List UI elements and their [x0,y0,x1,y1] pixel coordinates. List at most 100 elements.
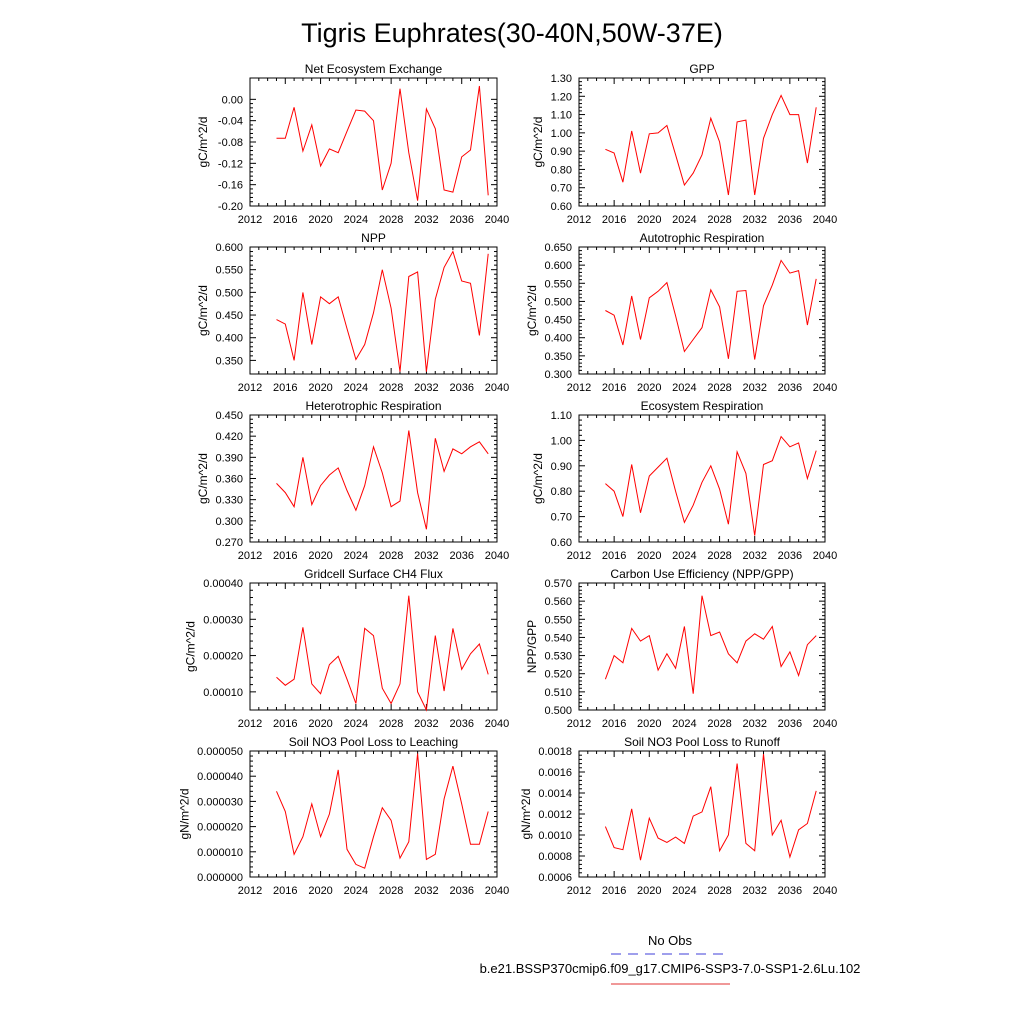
x-tick-label: 2012 [238,214,262,226]
x-tick-label: 2036 [778,550,802,562]
x-tick-label: 2036 [449,718,473,730]
panel-title: Autotrophic Respiration [640,231,765,245]
y-tick-label: 0.000040 [197,771,243,783]
x-tick-label: 2036 [778,885,802,897]
x-tick-label: 2028 [379,382,403,394]
y-tick-label: 0.300 [215,516,243,528]
y-tick-label: 0.0016 [538,767,572,779]
x-tick-label: 2028 [707,550,731,562]
series-line [276,430,489,530]
x-tick-label: 2032 [742,550,766,562]
y-tick-label: 0.550 [544,614,572,626]
y-tick-label: 0.450 [215,310,243,322]
y-tick-label: 0.70 [551,183,572,195]
x-tick-label: 2040 [813,718,837,730]
y-axis-label: gC/m^2/d [531,453,545,504]
y-tick-label: 0.0014 [538,788,572,800]
y-axis-label: gC/m^2/d [196,285,210,336]
x-tick-label: 2028 [707,718,731,730]
x-tick-label: 2012 [567,885,591,897]
legend: No Obs b.e21.BSSP370cmip6.f09_g17.CMIP6-S… [480,933,860,985]
x-tick-label: 2024 [672,382,696,394]
panel-title: Carbon Use Efficiency (NPP/GPP) [610,567,793,581]
x-tick-label: 2024 [344,214,368,226]
x-tick-label: 2012 [567,382,591,394]
panel-title: GPP [689,62,714,76]
y-tick-label: -0.04 [218,116,243,128]
x-tick-label: 2024 [672,718,696,730]
y-tick-label: 0.450 [544,315,572,327]
series-line [604,754,817,861]
x-tick-label: 2036 [449,550,473,562]
x-tick-label: 2016 [602,550,626,562]
x-tick-label: 2016 [273,214,297,226]
y-tick-label: 1.30 [551,73,572,85]
y-tick-label: 0.510 [544,687,572,699]
series-line [605,435,817,536]
x-tick-label: 2020 [637,214,661,226]
x-tick-label: 2012 [567,214,591,226]
x-tick-label: 2028 [379,550,403,562]
y-axis-label: gC/m^2/d [196,453,210,504]
x-tick-label: 2016 [273,382,297,394]
panel-6: Ecosystem Respiration 2012 2016 2020 2024 202… [531,399,837,562]
panel-2: GPP 2012 2016 2020 2024 2028 2032 2036 2040 1.30 1… [531,62,837,226]
series-line [276,753,489,869]
y-axis-label: gC/m^2/d [525,285,539,336]
x-tick-label: 2020 [308,550,332,562]
x-tick-label: 2040 [813,382,837,394]
x-tick-label: 2024 [344,718,368,730]
x-tick-label: 2024 [672,214,696,226]
x-tick-label: 2040 [485,382,509,394]
x-tick-label: 2028 [707,382,731,394]
x-tick-label: 2028 [379,885,403,897]
y-tick-label: -0.08 [218,137,243,149]
plot-frame [249,750,498,878]
y-tick-label: 0.450 [215,410,243,422]
y-tick-label: -0.20 [218,201,243,213]
y-tick-label: 0.570 [544,578,572,590]
series-line [276,250,489,372]
y-tick-label: 0.000050 [197,746,243,758]
x-tick-label: 2016 [602,382,626,394]
y-tick-label: 0.560 [544,596,572,608]
y-tick-label: 0.600 [544,260,572,272]
y-tick-label: 0.400 [544,333,572,345]
series-line [604,595,817,694]
panel-3: NPP 2012 2016 2020 2024 2028 2032 2036 2040 0.600… [196,231,509,394]
x-tick-label: 2012 [238,885,262,897]
x-tick-label: 2036 [449,382,473,394]
y-tick-label: 0.000020 [197,822,243,834]
x-tick-label: 2020 [637,550,661,562]
x-tick-label: 2012 [567,550,591,562]
y-tick-label: 0.000000 [197,872,243,884]
y-tick-label: 0.500 [215,287,243,299]
x-tick-label: 2036 [778,214,802,226]
y-tick-label: 0.600 [215,242,243,254]
y-axis-label: NPP/GPP [525,620,539,673]
y-tick-label: 0.80 [551,486,572,498]
x-tick-label: 2020 [308,718,332,730]
y-tick-label: 0.70 [551,512,572,524]
x-tick-label: 2016 [273,550,297,562]
series-line [276,595,489,712]
y-tick-label: 0.60 [551,537,572,549]
panel-title: Soil NO3 Pool Loss to Runoff [624,735,781,749]
x-tick-label: 2032 [414,550,438,562]
x-tick-label: 2032 [414,382,438,394]
y-tick-label: 0.80 [551,164,572,176]
x-tick-label: 2040 [485,214,509,226]
y-tick-label: 0.350 [544,351,572,363]
panel-9: Soil NO3 Pool Loss to Leaching 2012 2016 20… [177,735,509,897]
y-tick-label: 0.270 [215,537,243,549]
y-tick-label: 0.530 [544,651,572,663]
y-tick-label: 0.000030 [197,796,243,808]
x-tick-label: 2040 [485,885,509,897]
plot-frame [578,414,826,543]
x-tick-label: 2024 [344,550,368,562]
x-tick-label: 2028 [379,718,403,730]
y-tick-label: 0.00040 [203,578,243,590]
y-tick-label: 0.540 [544,632,572,644]
plot-frame [578,582,826,711]
